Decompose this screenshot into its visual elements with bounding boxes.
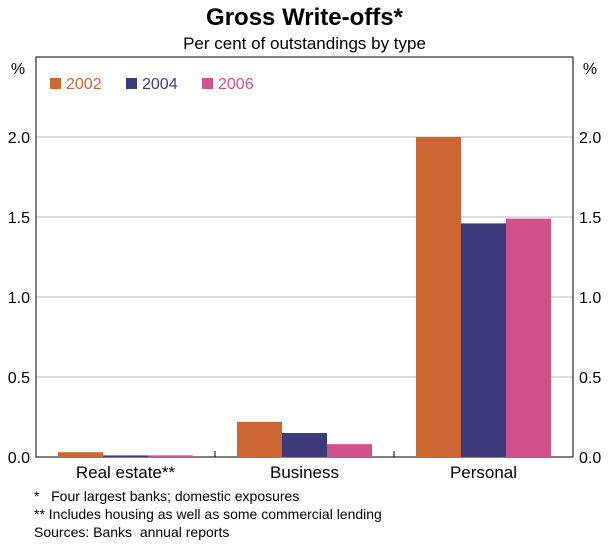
legend: 2002 2004 2006: [50, 76, 254, 93]
bar: [282, 433, 327, 457]
bar: [416, 137, 461, 457]
bars: [58, 137, 551, 457]
y-tick-label-right: 0.0: [579, 450, 601, 467]
legend-swatch: [202, 78, 213, 89]
y-tick-label-left: 2.0: [8, 130, 30, 147]
y-tick-label-right: 1.5: [579, 210, 601, 227]
y-tick-label-right: 1.0: [579, 290, 601, 307]
bar: [148, 455, 193, 457]
chart-title: Gross Write-offs*: [206, 4, 403, 31]
legend-swatch: [50, 78, 61, 89]
y-unit-left: %: [11, 61, 25, 78]
y-axis-right: 0.0 0.5 1.0 1.5 2.0: [579, 130, 601, 467]
bar: [237, 421, 282, 457]
footnote: * Four largest banks; domestic exposures: [34, 488, 300, 504]
chart-subtitle: Per cent of outstandings by type: [183, 34, 426, 53]
y-tick-label-left: 1.0: [8, 290, 30, 307]
y-tick-label-left: 0.0: [8, 450, 30, 467]
footnote: ** Includes housing as well as some comm…: [34, 506, 382, 522]
y-axis-left: 0.0 0.5 1.0 1.5 2.0: [8, 130, 30, 467]
bar: [461, 223, 506, 457]
y-tick-label-left: 0.5: [8, 370, 30, 387]
x-tick-label: Personal: [450, 463, 517, 482]
bar: [327, 444, 372, 457]
x-tick-label: Business: [270, 463, 339, 482]
footnote: Sources: Banks annual reports: [34, 524, 230, 540]
bar: [58, 452, 103, 457]
x-tick-label: Real estate**: [76, 463, 176, 482]
y-tick-label-right: 0.5: [579, 370, 601, 387]
footnotes: * Four largest banks; domestic exposures…: [34, 487, 382, 541]
legend-swatch: [126, 78, 137, 89]
legend-label: 2006: [218, 76, 254, 93]
bar: [506, 218, 551, 457]
y-tick-label-left: 1.5: [8, 210, 30, 227]
bar: [103, 455, 148, 457]
y-unit-right: %: [583, 61, 597, 78]
legend-label: 2004: [142, 76, 178, 93]
category-ticks: [214, 451, 395, 457]
x-axis-labels: Real estate** Business Personal: [76, 463, 517, 482]
legend-label: 2002: [66, 76, 102, 93]
y-tick-label-right: 2.0: [579, 130, 601, 147]
